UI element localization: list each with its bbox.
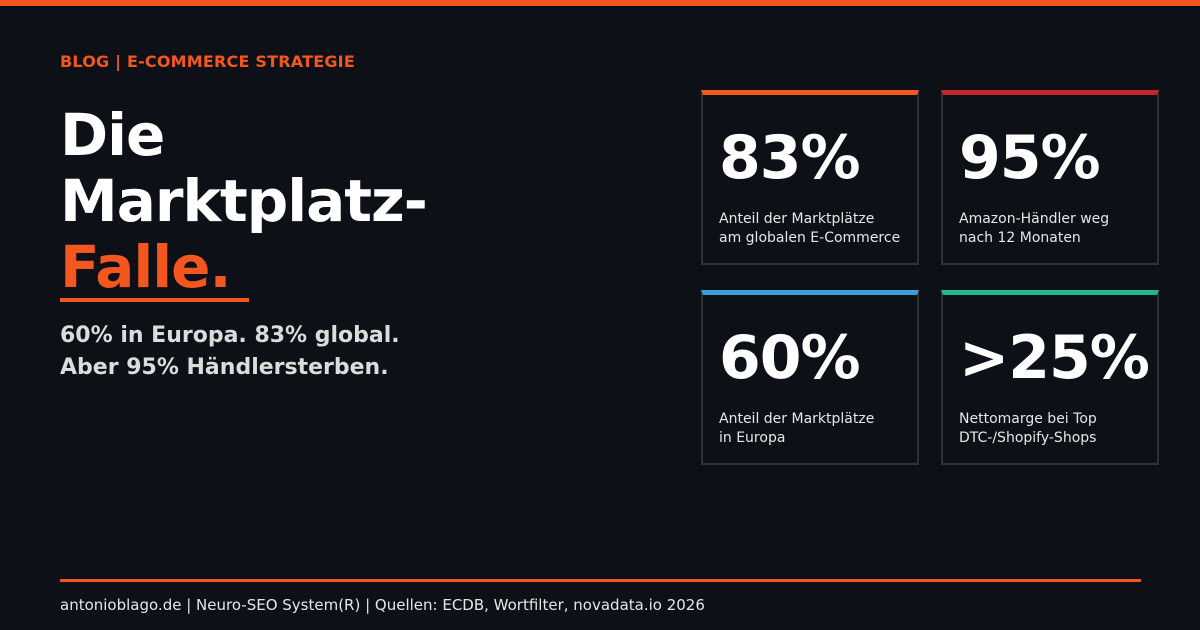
footer-credits: antonioblago.de | Neuro-SEO System(R) | … [60, 596, 705, 614]
title-highlight-underline: Falle. [60, 236, 249, 302]
stat-value: >25% [959, 323, 1150, 393]
stat-value: 60% [719, 323, 861, 393]
stat-label-line-1: Anteil der Marktplätze [719, 211, 875, 227]
title-line-1: Die [60, 101, 165, 169]
blog-category-label: BLOG | E-COMMERCE STRATEGIE [60, 52, 355, 71]
subtitle: 60% in Europa. 83% global. Aber 95% Händ… [60, 320, 400, 384]
title-line-2: Marktplatz- [60, 167, 428, 235]
stat-label-line-2: DTC-/Shopify-Shops [959, 430, 1097, 446]
stat-label: Anteil der Marktplätze in Europa [719, 410, 874, 448]
stat-label-line-2: in Europa [719, 430, 786, 446]
stat-label: Nettomarge bei Top DTC-/Shopify-Shops [959, 410, 1097, 448]
stat-card-global-marketplace-share: 83% Anteil der Marktplätze am globalen E… [701, 90, 919, 265]
stat-label-line-1: Nettomarge bei Top [959, 411, 1097, 427]
subtitle-line-2: Aber 95% Händlersterben. [60, 355, 389, 380]
stat-label-line-1: Amazon-Händler weg [959, 211, 1110, 227]
subtitle-line-1: 60% in Europa. 83% global. [60, 323, 400, 348]
stat-card-dtc-net-margin: >25% Nettomarge bei Top DTC-/Shopify-Sho… [941, 290, 1159, 465]
stat-label-line-1: Anteil der Marktplätze [719, 411, 875, 427]
stat-value: 83% [719, 123, 861, 193]
stat-value: 95% [959, 123, 1101, 193]
top-accent-bar [0, 0, 1200, 6]
footer-divider [60, 579, 1141, 582]
stat-label-line-2: nach 12 Monaten [959, 230, 1081, 246]
stat-label: Anteil der Marktplätze am globalen E-Com… [719, 210, 900, 248]
page-title: Die Marktplatz- Falle. [60, 101, 428, 302]
stat-label-line-2: am globalen E-Commerce [719, 230, 901, 246]
stat-card-europe-marketplace-share: 60% Anteil der Marktplätze in Europa [701, 290, 919, 465]
stat-label: Amazon-Händler weg nach 12 Monaten [959, 210, 1109, 248]
stat-card-amazon-seller-churn: 95% Amazon-Händler weg nach 12 Monaten [941, 90, 1159, 265]
title-line-3-highlight: Falle. [60, 234, 427, 302]
